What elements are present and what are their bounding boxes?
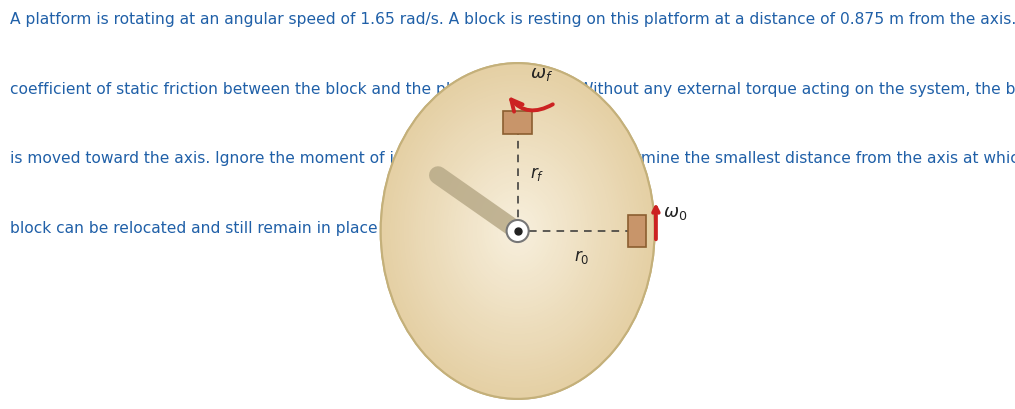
Ellipse shape [431, 125, 604, 337]
Ellipse shape [450, 147, 586, 315]
Ellipse shape [479, 184, 556, 279]
Ellipse shape [488, 195, 547, 267]
Ellipse shape [504, 214, 531, 248]
Ellipse shape [459, 158, 577, 304]
Text: is moved toward the axis. Ignore the moment of inertia of the platform and deter: is moved toward the axis. Ignore the mom… [10, 151, 1015, 166]
Ellipse shape [445, 142, 591, 321]
Ellipse shape [381, 63, 655, 399]
Ellipse shape [456, 155, 580, 306]
Ellipse shape [509, 220, 527, 242]
Ellipse shape [490, 198, 545, 265]
Ellipse shape [499, 209, 536, 254]
FancyBboxPatch shape [627, 215, 647, 247]
Ellipse shape [408, 97, 627, 365]
Ellipse shape [468, 169, 567, 292]
FancyArrowPatch shape [512, 99, 553, 112]
Ellipse shape [388, 72, 648, 391]
FancyBboxPatch shape [503, 111, 532, 134]
Text: $r_0$: $r_0$ [573, 248, 590, 266]
Text: block can be relocated and still remain in place as the platform rotates.: block can be relocated and still remain … [10, 221, 565, 236]
Ellipse shape [470, 172, 565, 290]
Ellipse shape [383, 66, 653, 396]
Ellipse shape [483, 189, 552, 273]
Ellipse shape [465, 166, 570, 295]
Ellipse shape [437, 133, 598, 329]
Text: coefficient of static friction between the block and the platform is 0.586. With: coefficient of static friction between t… [10, 82, 1015, 97]
Ellipse shape [410, 99, 625, 362]
Ellipse shape [428, 122, 607, 340]
Ellipse shape [452, 150, 584, 312]
Ellipse shape [443, 139, 593, 324]
Ellipse shape [474, 178, 561, 284]
Ellipse shape [433, 128, 602, 335]
Ellipse shape [381, 63, 655, 399]
Ellipse shape [399, 85, 636, 376]
Ellipse shape [426, 119, 609, 343]
Ellipse shape [501, 211, 534, 251]
Ellipse shape [486, 192, 549, 270]
Ellipse shape [395, 80, 640, 382]
Ellipse shape [492, 200, 543, 262]
Ellipse shape [392, 77, 644, 385]
Ellipse shape [390, 74, 646, 388]
Ellipse shape [435, 130, 600, 332]
Ellipse shape [447, 144, 589, 318]
Ellipse shape [401, 88, 634, 374]
Ellipse shape [417, 108, 618, 354]
Text: $\omega_0$: $\omega_0$ [663, 204, 687, 222]
Ellipse shape [514, 225, 522, 236]
Ellipse shape [472, 175, 563, 287]
Ellipse shape [397, 83, 638, 379]
Ellipse shape [495, 203, 540, 259]
Circle shape [506, 220, 529, 242]
Ellipse shape [406, 94, 629, 368]
Ellipse shape [415, 105, 620, 357]
Ellipse shape [424, 116, 611, 346]
Ellipse shape [481, 186, 554, 276]
Ellipse shape [404, 91, 631, 371]
Ellipse shape [497, 206, 538, 256]
Ellipse shape [463, 164, 572, 298]
Ellipse shape [441, 136, 595, 326]
Ellipse shape [386, 69, 650, 393]
Ellipse shape [454, 153, 582, 309]
Ellipse shape [511, 222, 525, 239]
Ellipse shape [477, 181, 558, 281]
Ellipse shape [461, 161, 574, 301]
Text: $r_f$: $r_f$ [530, 164, 544, 182]
Ellipse shape [506, 217, 529, 245]
Ellipse shape [422, 114, 613, 348]
Ellipse shape [419, 111, 616, 351]
Text: $\omega_f$: $\omega_f$ [531, 65, 553, 83]
Ellipse shape [516, 228, 520, 234]
Ellipse shape [413, 102, 622, 360]
Text: A platform is rotating at an angular speed of 1.65 rad/s. A block is resting on : A platform is rotating at an angular spe… [10, 12, 1015, 27]
